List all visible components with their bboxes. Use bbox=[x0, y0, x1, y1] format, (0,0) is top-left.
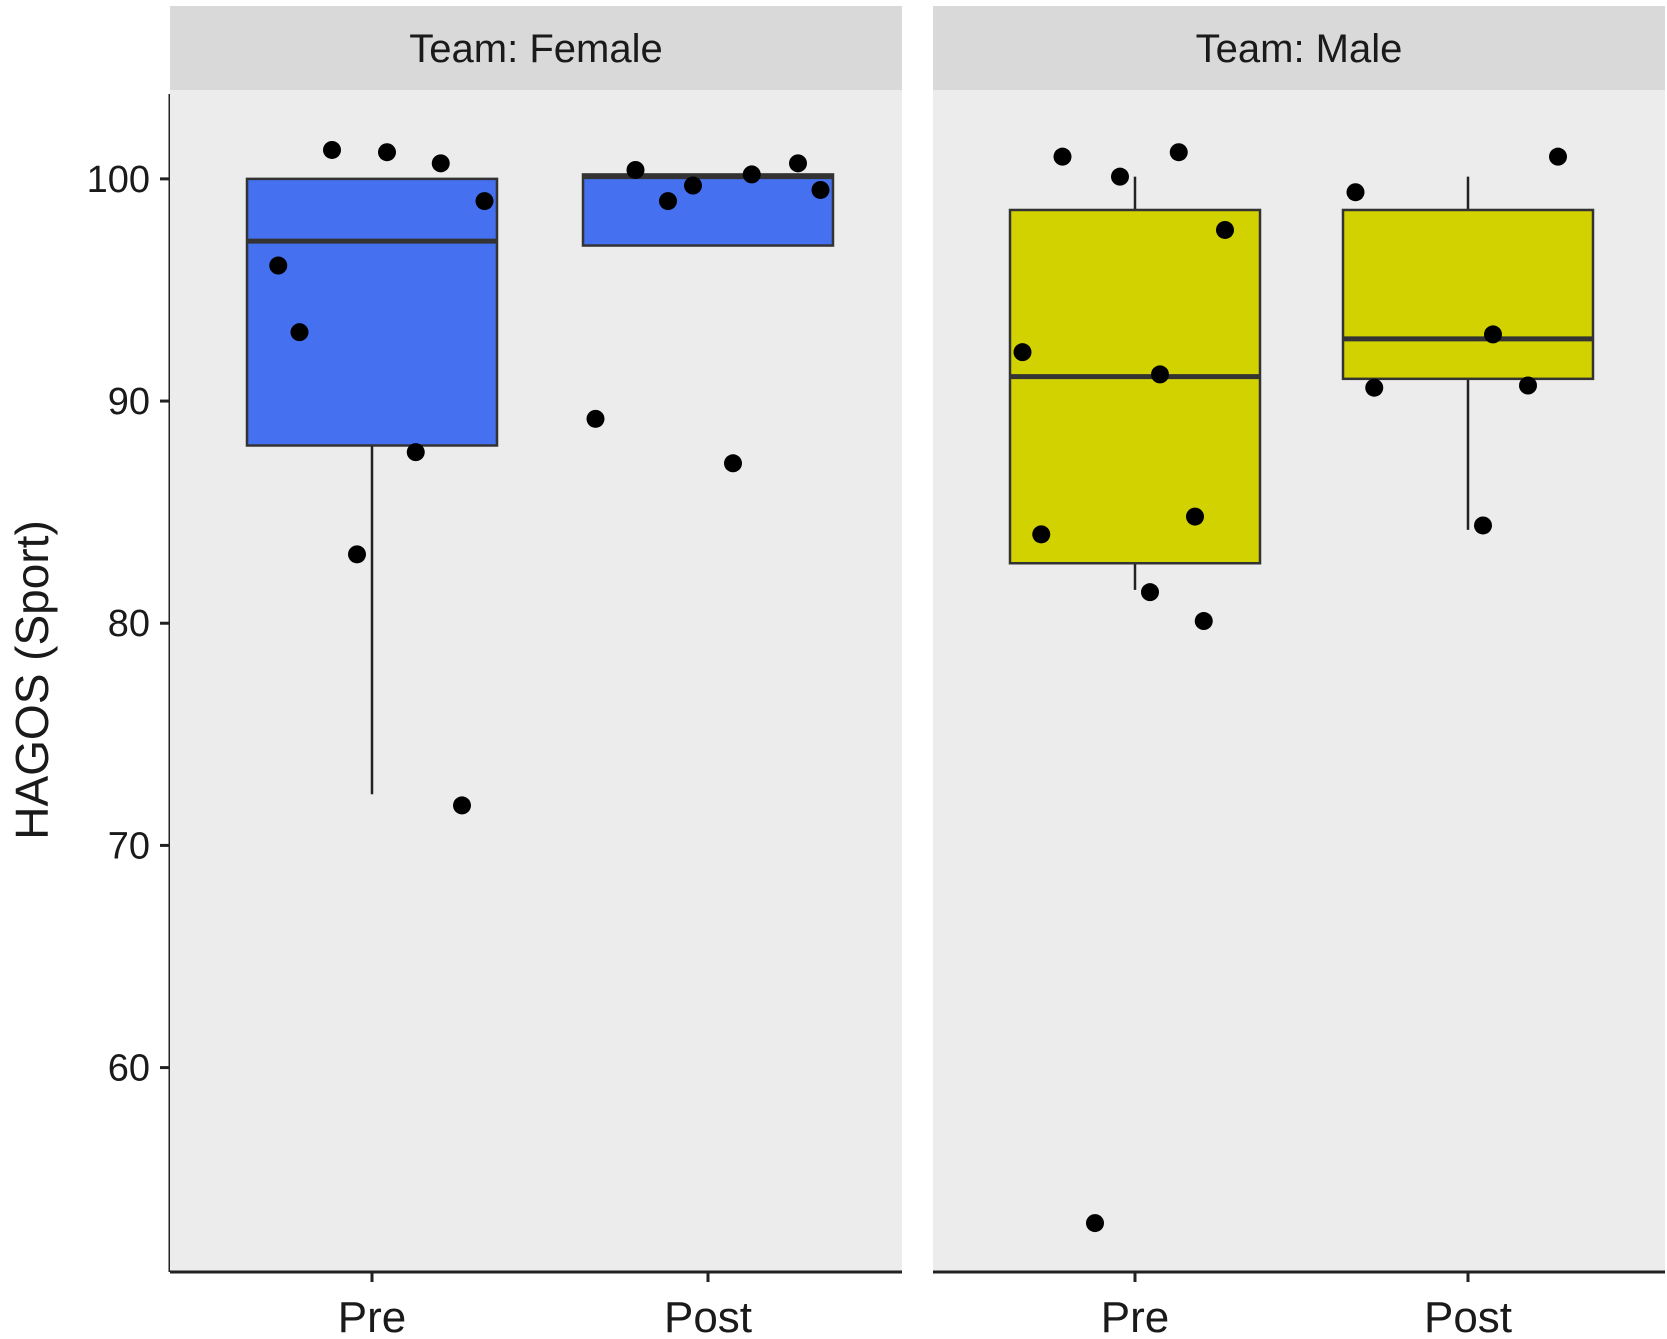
box-post: Post bbox=[1341, 147, 1595, 1339]
x-tick-label: Post bbox=[664, 1293, 752, 1339]
box-iqr bbox=[245, 177, 499, 447]
facet-strip-label: Team: Male bbox=[1196, 27, 1403, 71]
facet-strip bbox=[170, 6, 902, 90]
data-point bbox=[626, 160, 645, 179]
data-point bbox=[348, 545, 366, 564]
box-iqr bbox=[581, 173, 835, 247]
x-tick-label: Post bbox=[1424, 1293, 1512, 1339]
y-axis: 60 70 80 90 100 bbox=[87, 94, 172, 1272]
data-point bbox=[1549, 147, 1567, 166]
data-point bbox=[1519, 376, 1537, 395]
facet-panel: Team: Male Pre Post bbox=[933, 6, 1665, 1339]
data-point bbox=[1365, 378, 1384, 397]
data-point bbox=[724, 454, 742, 473]
box-iqr bbox=[1008, 208, 1262, 565]
data-point bbox=[378, 143, 396, 162]
data-point bbox=[1032, 525, 1051, 544]
data-point bbox=[789, 154, 807, 173]
box-pre: Pre bbox=[1008, 143, 1262, 1339]
box-iqr bbox=[1341, 208, 1595, 381]
y-tick-label: 90 bbox=[108, 381, 150, 423]
data-point bbox=[742, 165, 761, 184]
data-point bbox=[1216, 220, 1234, 239]
y-tick-label: 70 bbox=[108, 825, 150, 867]
x-tick-label: Pre bbox=[338, 1293, 406, 1339]
data-point bbox=[269, 256, 288, 275]
facet-panel: Team: Female Pre Post bbox=[170, 6, 902, 1339]
data-point bbox=[659, 192, 677, 211]
facet-strip-label: Team: Female bbox=[409, 27, 662, 71]
data-point bbox=[290, 323, 309, 342]
data-point bbox=[323, 140, 341, 159]
box-pre: Pre bbox=[245, 140, 499, 1339]
data-point bbox=[1194, 612, 1213, 631]
data-point bbox=[1111, 167, 1129, 186]
data-point bbox=[1141, 583, 1159, 602]
data-point bbox=[1346, 183, 1365, 202]
facet-panels: Team: Female Pre Post Team: Male Pre Post bbox=[170, 6, 1665, 1339]
y-tick-label: 60 bbox=[108, 1048, 150, 1090]
data-point bbox=[453, 796, 471, 815]
data-point bbox=[1086, 1214, 1104, 1233]
data-point bbox=[1151, 365, 1169, 384]
data-point bbox=[1013, 343, 1032, 362]
data-point bbox=[1484, 325, 1502, 344]
data-point bbox=[1474, 516, 1492, 535]
data-point bbox=[1186, 507, 1204, 526]
y-tick-label: 80 bbox=[108, 603, 150, 645]
facet-strip bbox=[933, 6, 1665, 90]
box-post: Post bbox=[581, 154, 835, 1339]
y-tick-label: 100 bbox=[87, 159, 150, 201]
data-point bbox=[586, 409, 605, 428]
data-point bbox=[1169, 143, 1188, 162]
data-point bbox=[1053, 147, 1072, 166]
data-point bbox=[684, 176, 702, 195]
data-point bbox=[811, 180, 830, 199]
data-point bbox=[431, 154, 450, 173]
y-axis-title: HAGOS (Sport) bbox=[6, 520, 58, 840]
data-point bbox=[475, 192, 494, 211]
data-point bbox=[406, 443, 425, 462]
x-tick-label: Pre bbox=[1101, 1293, 1169, 1339]
